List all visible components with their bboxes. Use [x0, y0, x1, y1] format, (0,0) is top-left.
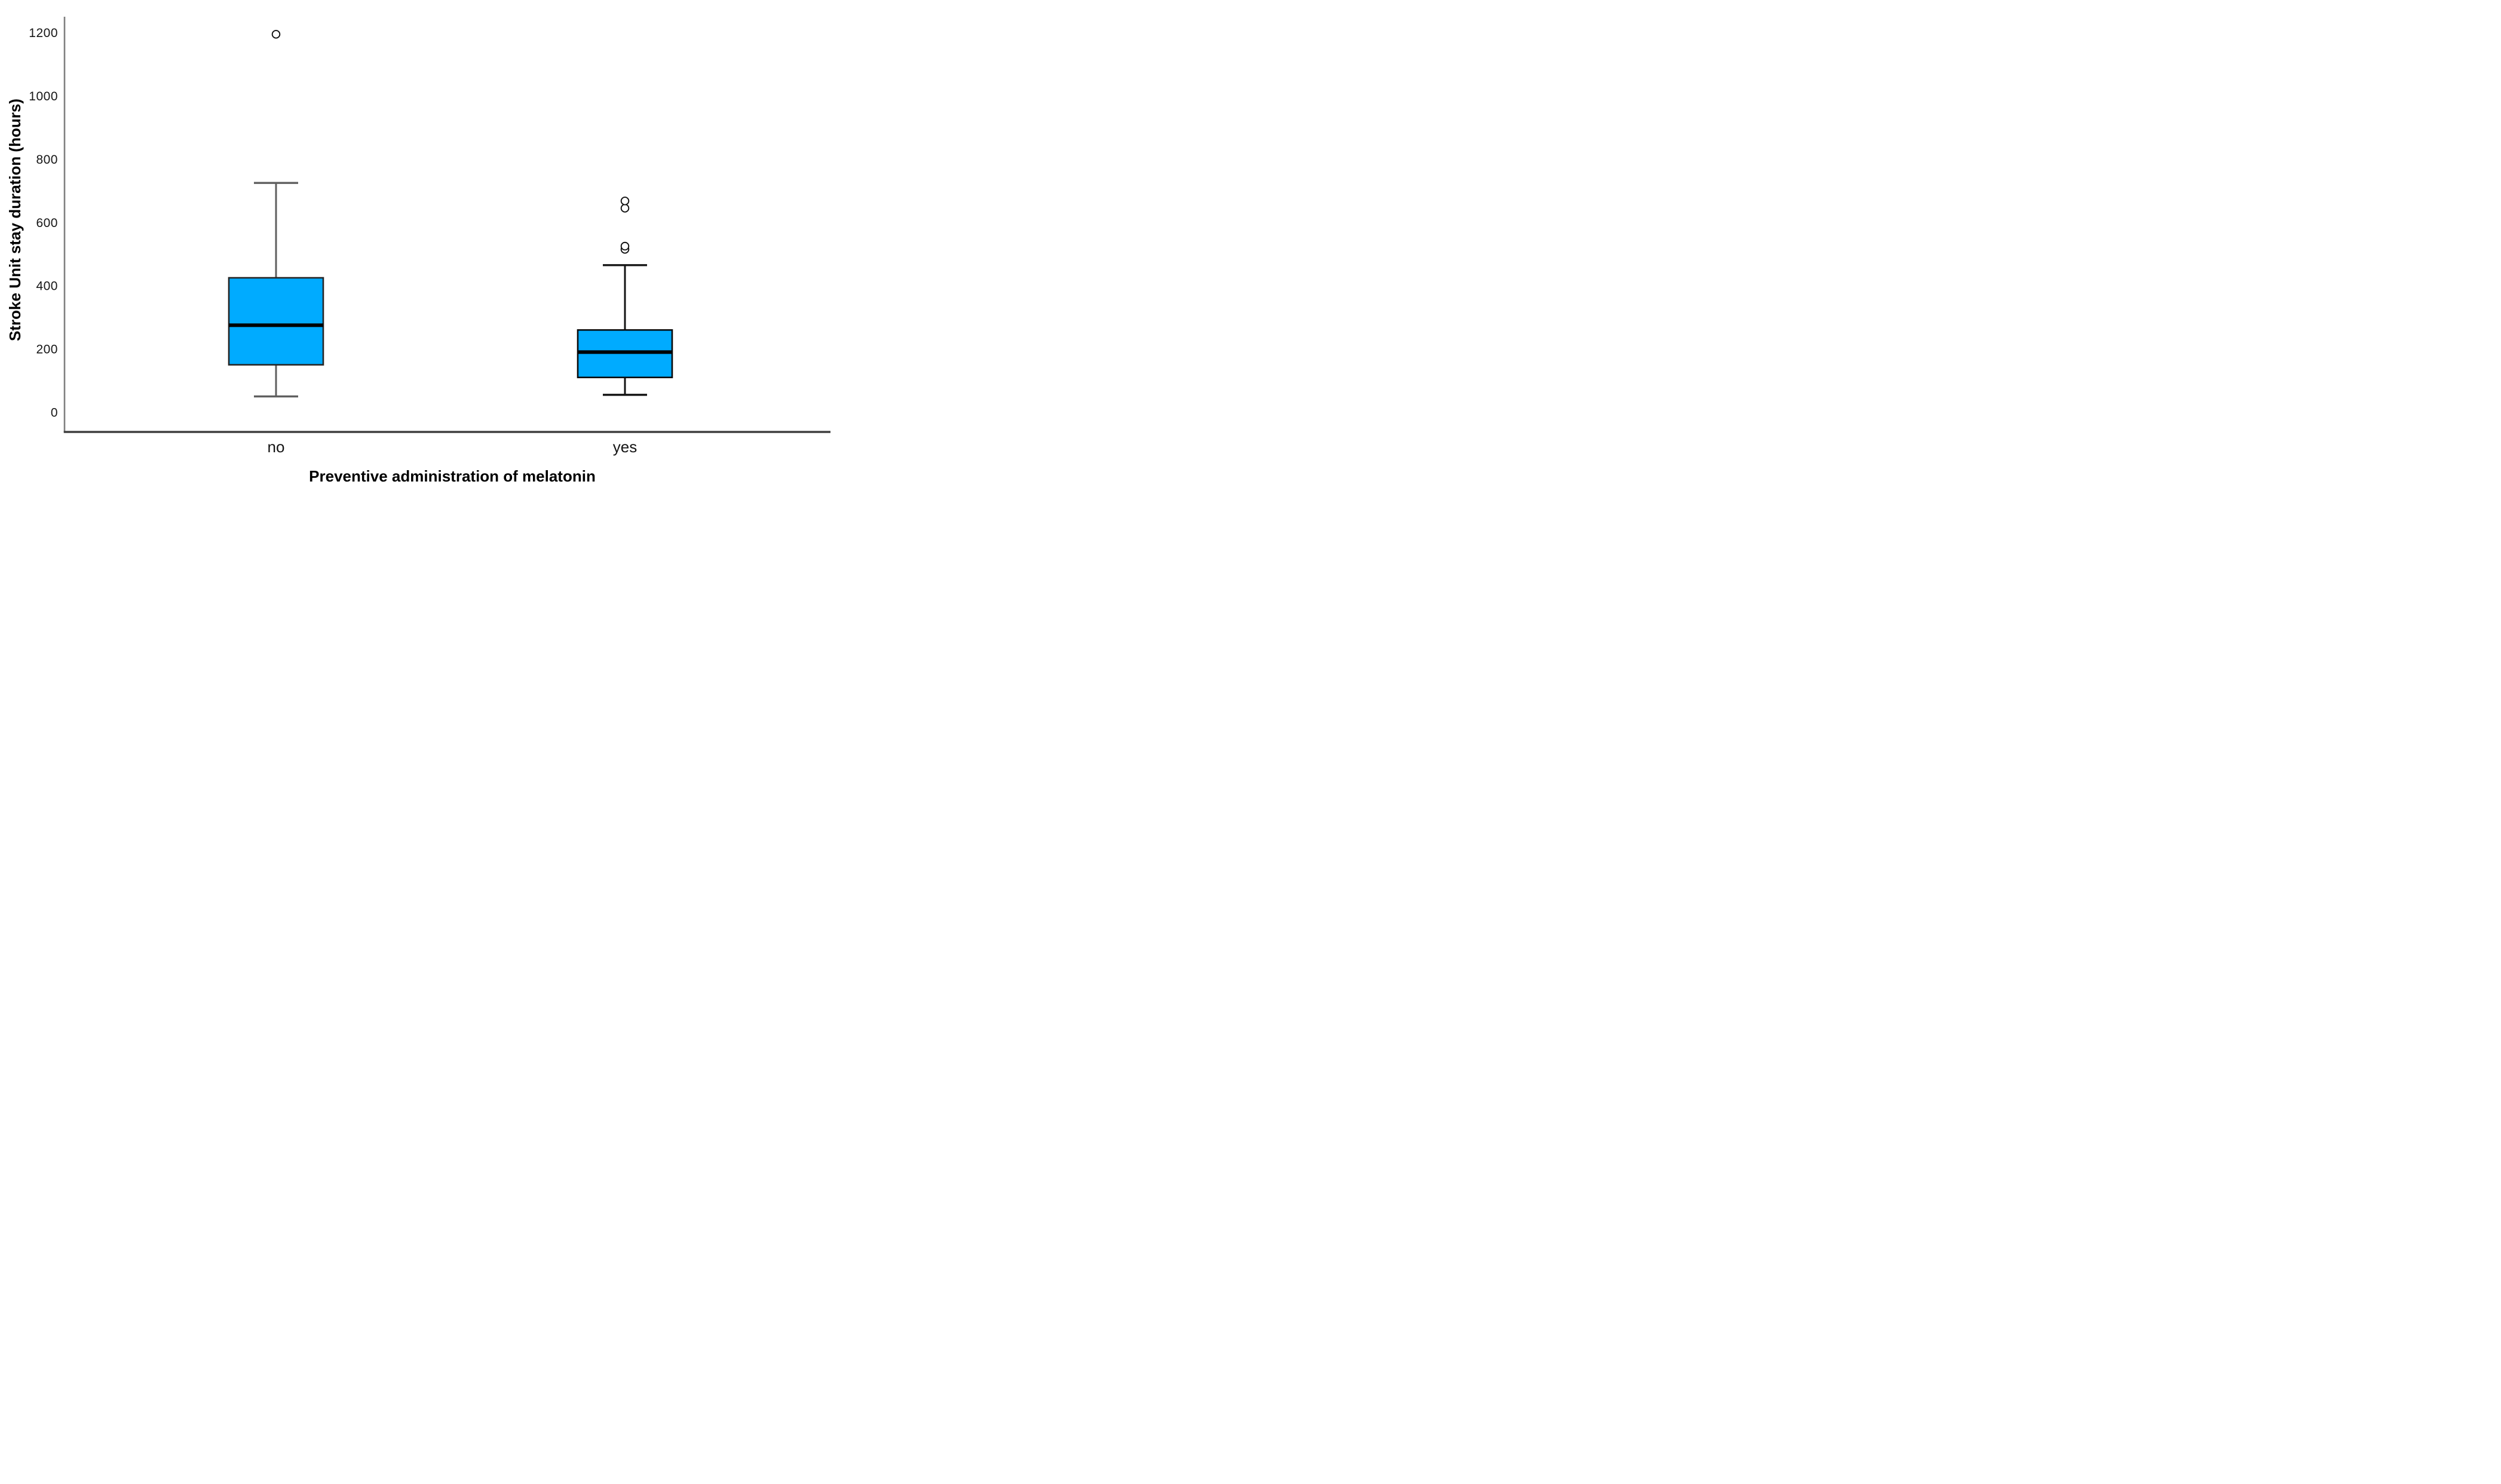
y-tick-label: 600: [36, 216, 58, 230]
outlier-yes-525: [620, 241, 630, 251]
chart-elements: 0 200 400 600 800 1000 1200 no yes: [29, 17, 830, 456]
y-tick-label: 800: [36, 153, 58, 167]
y-tick-label: 1000: [29, 90, 58, 103]
y-tick-label: 400: [36, 280, 58, 293]
x-tick-label-yes: yes: [613, 438, 637, 456]
box-no: [228, 277, 324, 366]
x-axis-title: Preventive administration of melatonin: [309, 467, 596, 485]
outlier-no-1195: [271, 30, 281, 39]
y-tick-label: 1200: [29, 26, 58, 40]
x-tick-label-no: no: [268, 438, 285, 456]
boxplot-svg: 0 200 400 600 800 1000 1200 no yes Stroke Unit s…: [6, 17, 830, 485]
outlier-yes-645: [620, 204, 630, 213]
boxplot-figure: 0 200 400 600 800 1000 1200 no yes Stroke Unit s…: [0, 0, 834, 495]
outlier-yes-668: [620, 197, 630, 206]
y-axis-title: Stroke Unit stay duration (hours): [6, 99, 24, 341]
y-tick-label: 0: [51, 406, 58, 420]
y-tick-label: 200: [36, 343, 58, 357]
